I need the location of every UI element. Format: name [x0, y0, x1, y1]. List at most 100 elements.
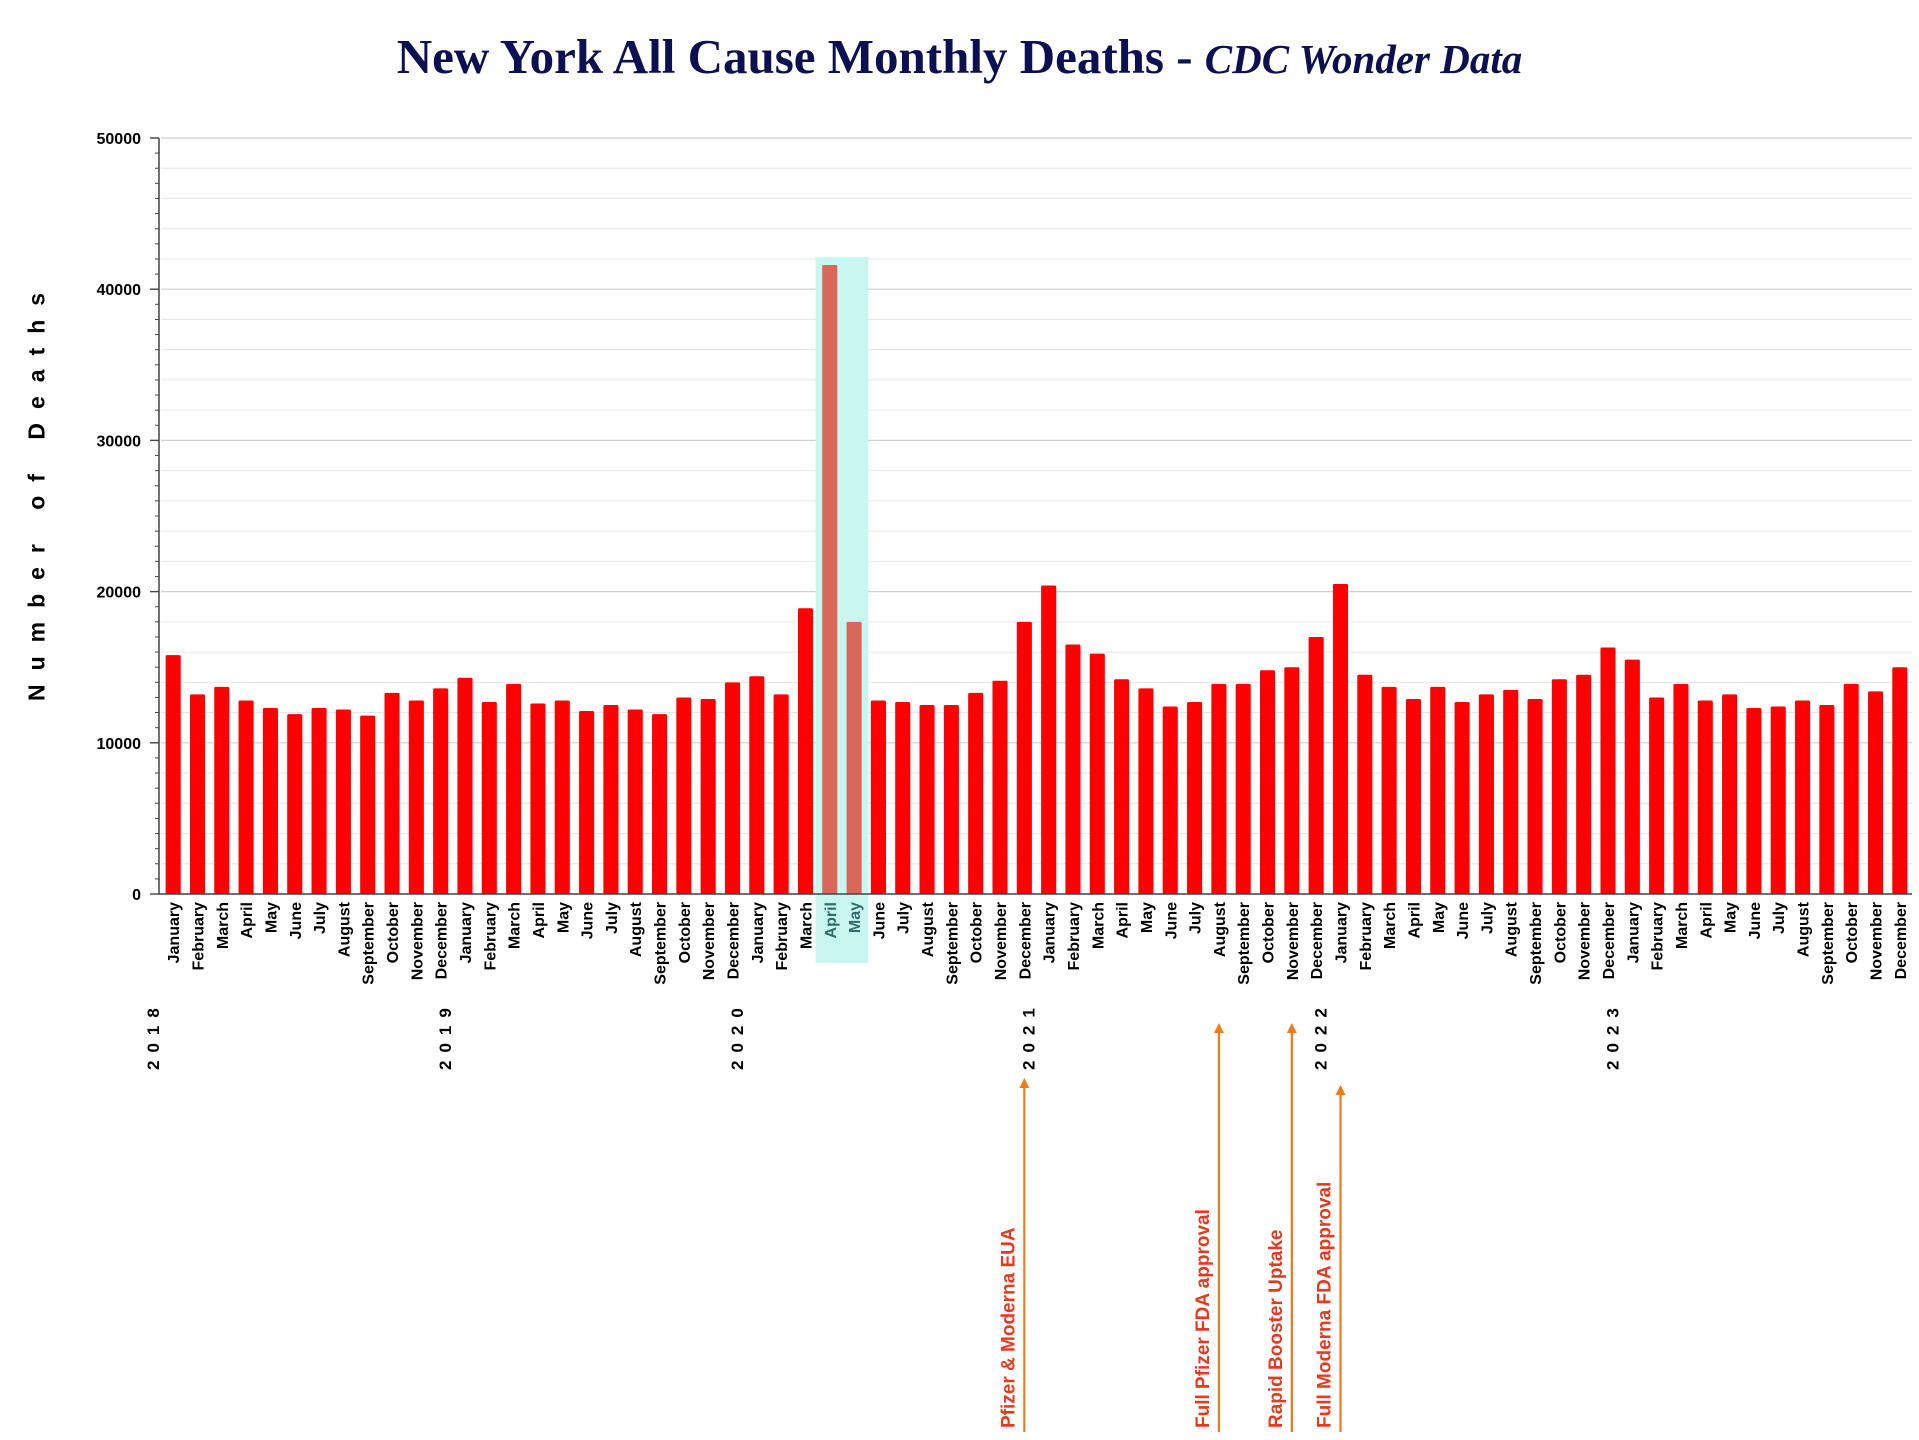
bar [481, 701, 497, 894]
x-tick-label: January [750, 902, 767, 963]
y-tick-label: 50000 [97, 131, 142, 148]
x-tick-label: January [1625, 902, 1642, 963]
x-tick-label: May [1139, 902, 1156, 933]
x-tick-label: April [823, 902, 840, 938]
x-tick-label: March [507, 902, 524, 949]
x-tick-label: April [1406, 902, 1423, 938]
bar [262, 708, 278, 894]
bar [1867, 691, 1884, 894]
x-tick-label: February [1066, 902, 1083, 971]
bar [1649, 697, 1665, 894]
bar [1673, 683, 1689, 894]
bar [1016, 621, 1032, 894]
y-tick-label: 10000 [97, 736, 142, 753]
y-tick-label: 20000 [97, 585, 142, 602]
bar [287, 714, 303, 894]
x-tick-label: October [1552, 902, 1569, 963]
bar [822, 265, 838, 894]
bar [1722, 694, 1738, 894]
x-tick-label: October [385, 902, 402, 963]
x-tick-label: August [1504, 901, 1521, 957]
x-tick-label: July [604, 902, 621, 934]
x-tick-label: March [1382, 902, 1399, 949]
bar [384, 692, 400, 894]
bar [165, 655, 181, 894]
bar [1284, 667, 1300, 894]
bar [676, 697, 692, 894]
x-tick-label: July [1771, 902, 1788, 934]
x-tick-label: April [1115, 902, 1132, 938]
x-tick-label: April [1698, 902, 1715, 938]
x-tick-label: September [653, 902, 670, 985]
x-tick-label: September [1820, 902, 1837, 985]
x-tick-label: February [482, 902, 499, 971]
x-tick-label: October [1844, 902, 1861, 963]
x-tick-label: November [701, 902, 718, 980]
year-label: 2023 [1603, 1000, 1622, 1070]
bar [1746, 708, 1762, 894]
x-tick-label: February [1650, 902, 1667, 971]
bar [360, 715, 376, 894]
x-tick-label: April [239, 902, 256, 938]
year-label: 2022 [1311, 1000, 1330, 1070]
bar [724, 682, 741, 894]
bar [1527, 698, 1543, 894]
x-tick-label: May [847, 902, 864, 933]
bar [773, 694, 789, 894]
bar [1089, 653, 1105, 894]
x-tick-label: February [190, 902, 207, 971]
x-tick-label: May [1431, 902, 1448, 933]
x-tick-label: December [1601, 902, 1618, 979]
x-tick-label: November [993, 902, 1010, 980]
y-tick-label: 30000 [97, 433, 142, 450]
x-tick-label: December [1309, 902, 1326, 979]
x-tick-label: February [1358, 902, 1375, 971]
x-tick-label: August [920, 901, 937, 957]
bar [1576, 674, 1592, 894]
bar [1795, 700, 1811, 894]
x-tick-label: December [434, 902, 451, 979]
bar [1405, 698, 1421, 894]
bar [1770, 706, 1786, 894]
bar [189, 694, 206, 894]
bar [1381, 686, 1397, 894]
bar [311, 708, 327, 894]
bar [1843, 683, 1859, 894]
bar [408, 700, 424, 894]
x-tick-label: September [944, 902, 961, 985]
annotation-arrow-head [1213, 1023, 1224, 1033]
chart-subtitle: CDC Wonder Data [1204, 36, 1523, 82]
x-tick-label: May [1723, 902, 1740, 933]
x-tick-label: June [871, 902, 888, 939]
bar [846, 621, 862, 894]
bar [1065, 644, 1081, 894]
x-tick-label: July [312, 902, 329, 934]
x-tick-label: December [1893, 902, 1910, 979]
x-tick-label: March [798, 902, 815, 949]
x-tick-label: March [215, 902, 232, 949]
year-label: 2020 [728, 1000, 747, 1070]
bar [1308, 636, 1324, 894]
bar [457, 677, 473, 894]
bar [919, 705, 935, 894]
bar [530, 703, 546, 894]
annotation-label: Full Pfizer FDA approval [1193, 1209, 1214, 1428]
bars [165, 265, 1908, 894]
x-tick-label: November [1577, 902, 1594, 980]
x-tick-label: May [263, 902, 280, 933]
annotations: Pfizer & Moderna EUA Full Pfizer FDA appr… [998, 1023, 1346, 1432]
x-tick-label: October [677, 902, 694, 963]
annotation-label: Pfizer & Moderna EUA [998, 1227, 1019, 1428]
x-tick-label: December [726, 902, 743, 979]
y-tick-label: 0 [132, 887, 141, 904]
bar [579, 711, 595, 894]
bar [1235, 683, 1251, 894]
x-tick-label: January [166, 902, 183, 963]
x-tick-labels: January February March April May June July Augu… [144, 901, 1910, 1070]
bar [797, 608, 814, 894]
bar [1430, 686, 1446, 894]
bar [1697, 700, 1713, 894]
bar [1211, 683, 1227, 894]
x-tick-label: August [628, 901, 645, 957]
